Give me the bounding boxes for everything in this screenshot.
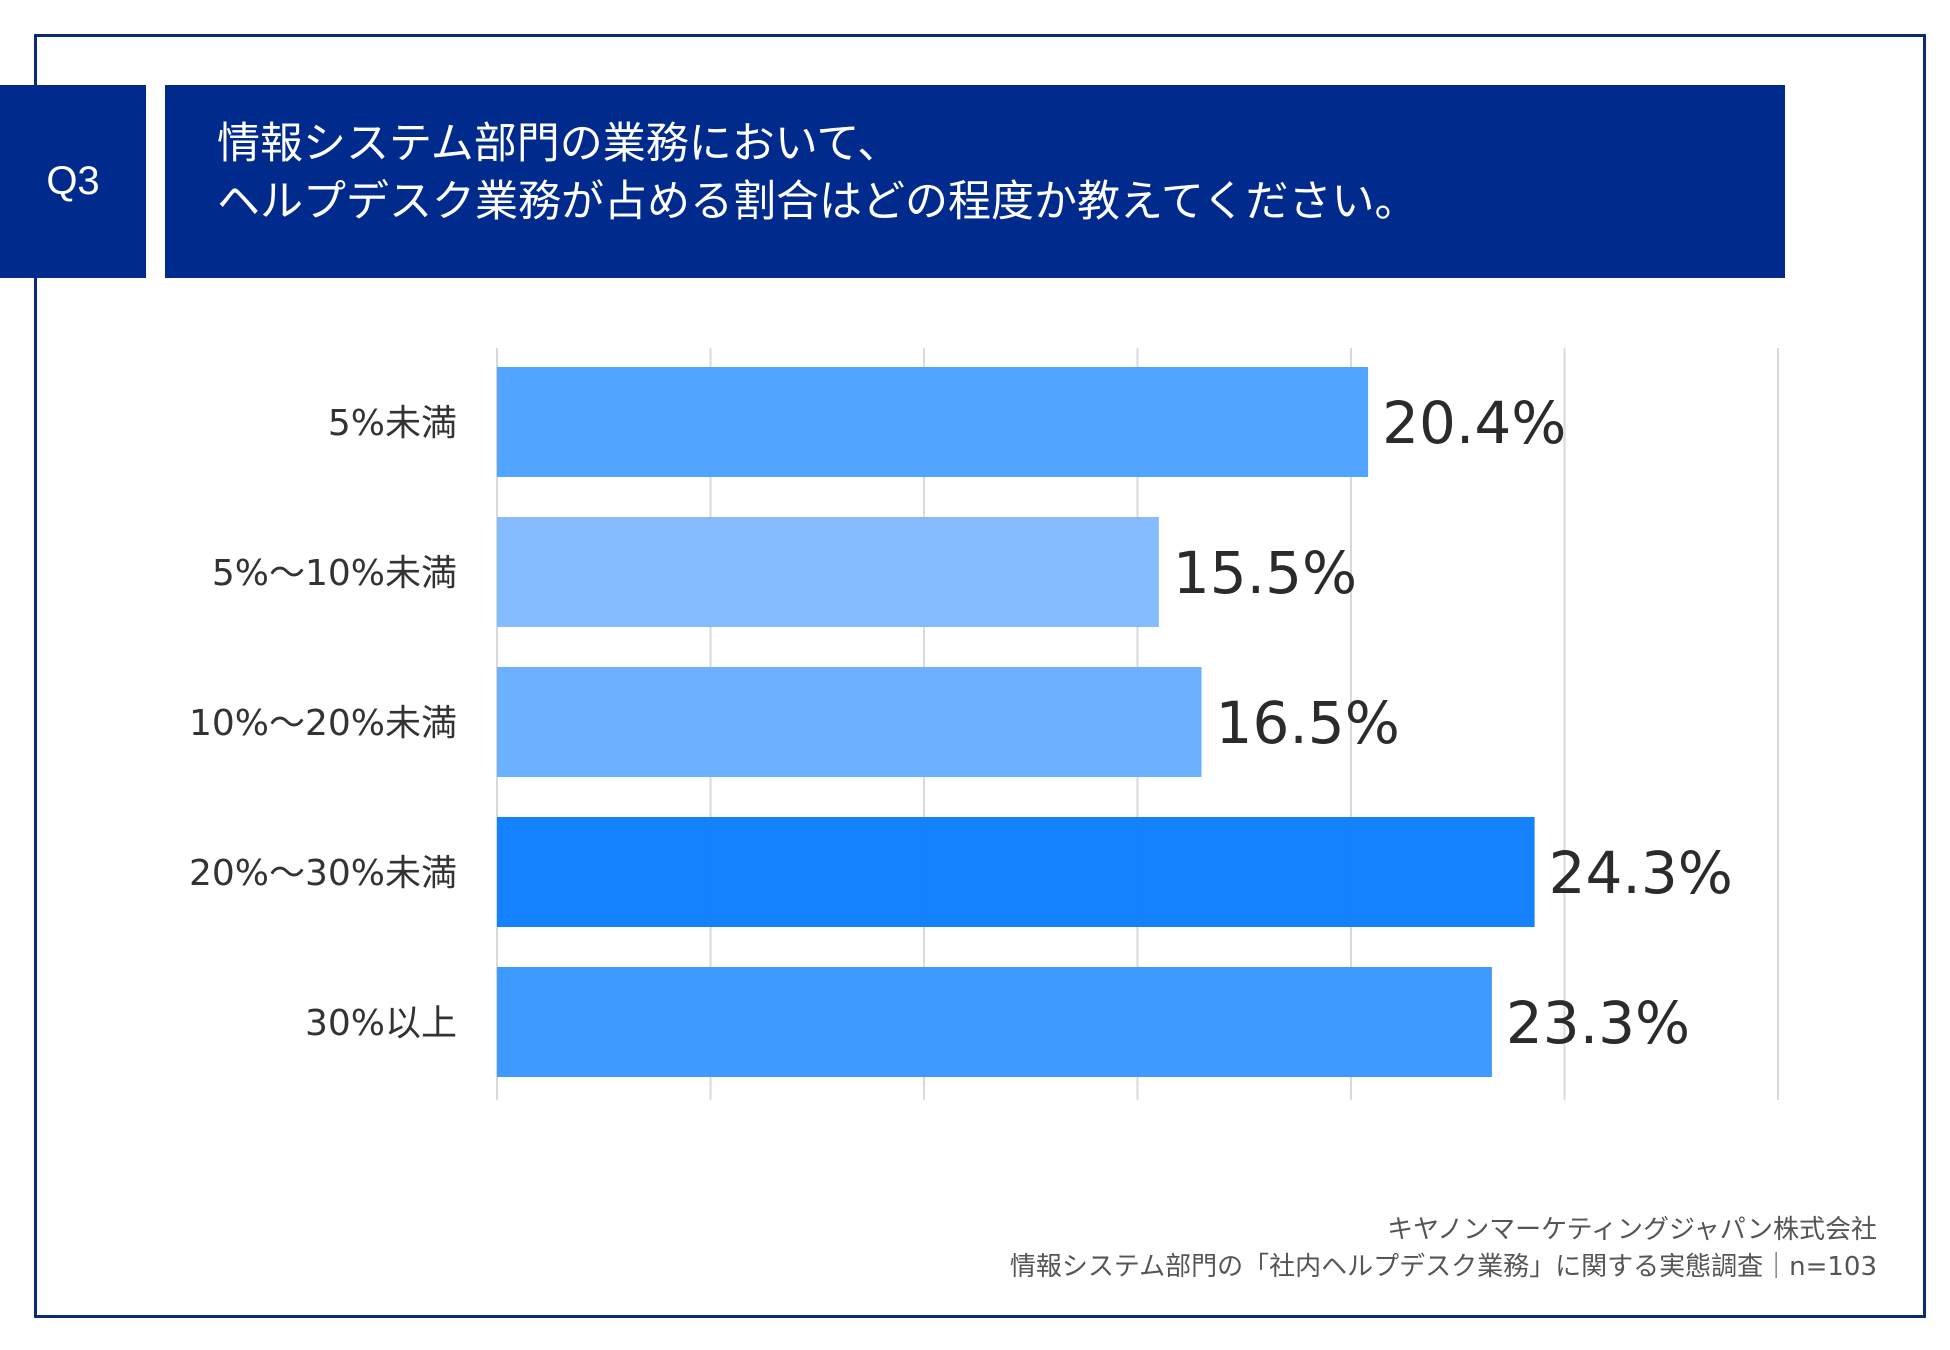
- bar: [497, 667, 1202, 777]
- value-label: 15.5%: [1173, 539, 1357, 607]
- source-survey: 情報システム部門の「社内ヘルプデスク業務」に関する実態調査｜n=103: [1009, 1252, 1877, 1282]
- bar: [497, 367, 1369, 477]
- bar: [497, 967, 1492, 1077]
- category-label: 10%〜20%未満: [189, 703, 457, 744]
- source-company: キヤノンマーケティングジャパン株式会社: [1387, 1215, 1877, 1245]
- question-title-box: 情報システム部門の業務において、 ヘルプデスク業務が占める割合はどの程度か教えて…: [165, 85, 1785, 278]
- question-badge: Q3: [0, 85, 146, 278]
- question-title-line-1: 情報システム部門の業務において、: [217, 119, 901, 169]
- category-label: 5%未満: [328, 403, 457, 444]
- bar: [497, 817, 1535, 927]
- value-label: 16.5%: [1216, 689, 1400, 757]
- source-credit: キヤノンマーケティングジャパン株式会社 情報システム部門の「社内ヘルプデスク業務…: [1010, 1212, 1877, 1286]
- value-label: 23.3%: [1506, 989, 1690, 1057]
- category-label: 30%以上: [305, 1003, 457, 1044]
- value-label: 24.3%: [1549, 839, 1733, 907]
- outer-frame: [34, 34, 1926, 1318]
- bar: [497, 517, 1159, 627]
- question-title-line-2: ヘルプデスク業務が占める割合はどの程度か教えてください。: [217, 177, 1418, 227]
- value-label: 20.4%: [1382, 389, 1566, 457]
- category-label: 5%〜10%未満: [212, 553, 457, 594]
- category-label: 20%〜30%未満: [189, 853, 457, 894]
